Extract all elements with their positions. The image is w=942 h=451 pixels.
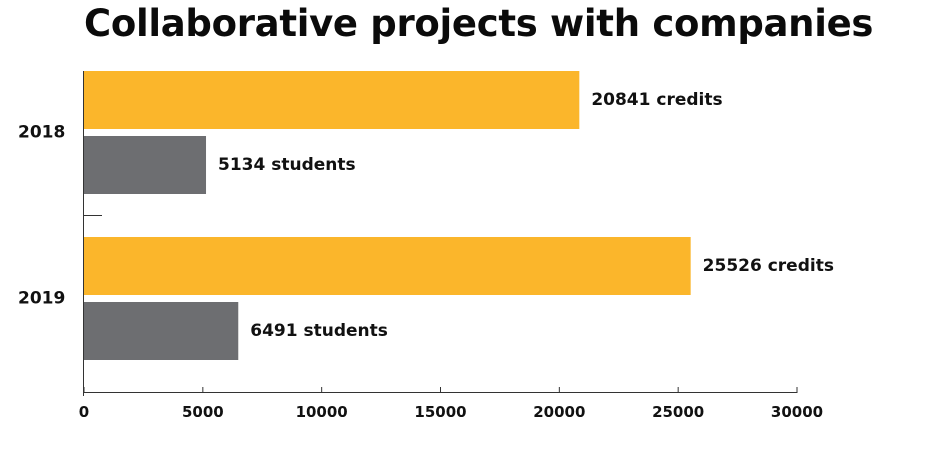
x-tick-label-0: 0 [79,403,89,421]
data-label-credits-2018: 20841 credits [591,90,722,110]
bar-credits-2018 [84,71,580,129]
data-label-credits-2019: 25526 credits [703,256,834,276]
category-label-2019: 2019 [18,289,65,309]
data-label-students-2019: 6491 students [250,321,388,341]
bar-credits-2019 [84,237,691,295]
bar-students-2018 [84,136,207,194]
x-tick-label-20000: 20000 [533,403,585,421]
category-label-2018: 2018 [18,123,65,143]
x-tick-label-5000: 5000 [182,403,224,421]
bar-students-2019 [84,302,239,360]
x-tick-label-30000: 30000 [771,403,823,421]
x-tick-label-10000: 10000 [296,403,348,421]
data-label-students-2018: 5134 students [218,155,356,175]
x-tick-label-15000: 15000 [414,403,466,421]
x-tick-label-25000: 25000 [652,403,704,421]
chart-title: Collaborative projects with companies [84,2,874,45]
